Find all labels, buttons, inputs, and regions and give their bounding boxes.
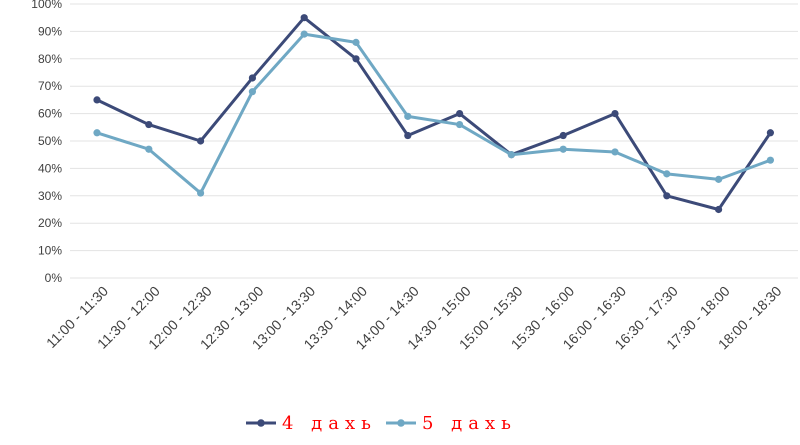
y-tick-label: 100% [31, 0, 62, 11]
data-point [456, 110, 464, 118]
data-point [507, 151, 515, 159]
y-tick-label: 50% [38, 134, 62, 148]
data-point [559, 145, 567, 153]
gridlines [70, 3, 798, 279]
data-point [145, 120, 153, 129]
data-point [456, 120, 464, 129]
y-tick-label: 60% [38, 107, 62, 121]
legend-marker-1 [257, 419, 265, 427]
y-tick-label: 90% [38, 24, 62, 38]
y-tick-label: 0% [45, 271, 63, 285]
legend: 4 дахь 5 дахь [246, 413, 517, 434]
series-line-1 [96, 16, 772, 211]
data-point [766, 129, 775, 137]
data-point [93, 96, 101, 104]
data-point [611, 148, 619, 156]
y-axis-ticks: 0% 10% 20% 30% 40% 50% 60% 70% 80% 90% 100% [31, 0, 62, 285]
data-point [197, 137, 205, 145]
legend-label-1: 4 дахь [282, 413, 377, 434]
data-point [715, 205, 723, 214]
data-point [715, 175, 723, 183]
y-tick-label: 30% [38, 189, 62, 203]
data-point [404, 112, 412, 120]
y-tick-label: 80% [38, 52, 62, 66]
data-point [663, 192, 671, 200]
legend-marker-2 [397, 419, 405, 427]
y-tick-label: 20% [38, 216, 62, 230]
data-point [404, 131, 412, 140]
series-line-2 [96, 32, 771, 195]
legend-label-2: 5 дахь [422, 413, 517, 434]
data-point [197, 189, 205, 197]
y-tick-label: 10% [38, 244, 62, 258]
y-tick-label: 40% [38, 161, 62, 175]
data-point [300, 30, 308, 38]
y-tick-label: 70% [38, 79, 62, 93]
series-lines [93, 14, 775, 214]
data-point [611, 110, 619, 118]
data-point [300, 14, 308, 22]
data-point [663, 170, 671, 178]
data-point [352, 55, 360, 63]
data-point [766, 156, 775, 164]
data-point [352, 38, 360, 46]
data-point [248, 88, 256, 96]
data-point [248, 74, 256, 82]
data-point [145, 145, 153, 153]
data-point [559, 131, 567, 140]
data-point [93, 129, 101, 137]
